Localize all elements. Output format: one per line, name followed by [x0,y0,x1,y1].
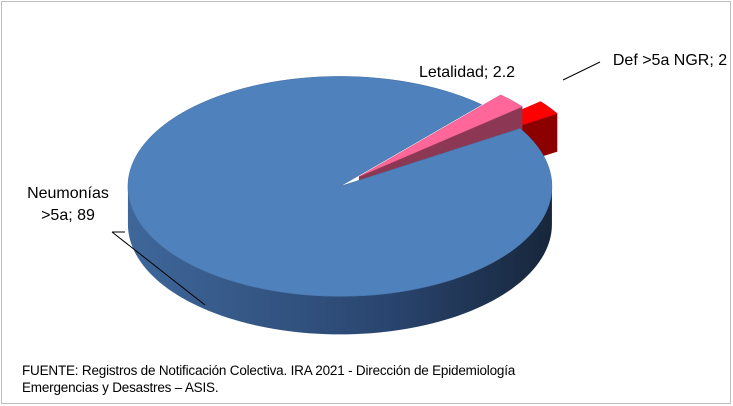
leader-line [111,231,206,306]
pie-slice-side [127,186,552,335]
pie [127,76,558,335]
data-label: Def >5a NGR; 2 [612,52,728,69]
pie-slice [358,94,523,177]
pie-slice [127,76,553,297]
data-label: Letalidad; 2.2 [418,64,516,81]
source-note: FUENTE: Registros de Notificación Colect… [22,363,516,395]
data-label: Neumonías >5a; 89 [27,185,109,224]
leader-line [562,61,601,81]
